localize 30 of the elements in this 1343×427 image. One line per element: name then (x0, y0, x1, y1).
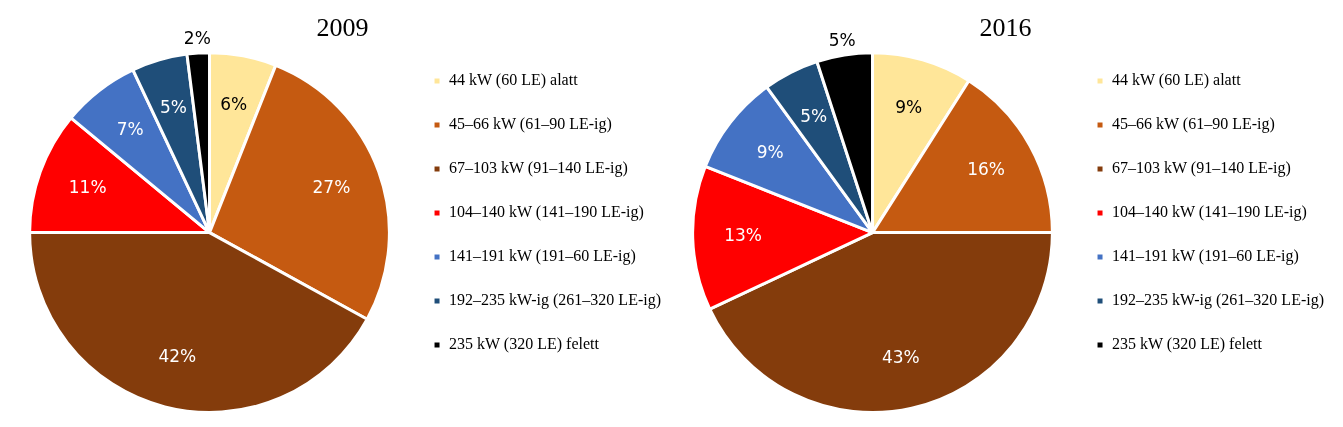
legend-label: 104–140 kW (141–190 LE-ig) (449, 203, 644, 222)
chart-title: 2016 (979, 13, 1032, 43)
legend-label: 235 kW (320 LE) felett (449, 335, 600, 354)
legend-label: 44 kW (60 LE) alatt (449, 71, 579, 90)
data-label: 16% (967, 158, 1005, 179)
legend-label: 141–191 kW (191–60 LE-ig) (1112, 247, 1299, 266)
data-label: 2% (183, 27, 211, 48)
data-label: 42% (158, 346, 197, 367)
data-label: 27% (312, 177, 351, 198)
legend-label: 67–103 kW (91–140 LE-ig) (449, 159, 628, 178)
data-label: 5% (828, 29, 856, 50)
data-label: 9% (756, 141, 784, 162)
legend-label: 141–191 kW (191–60 LE-ig) (449, 247, 636, 266)
data-label: 11% (68, 177, 107, 198)
data-label: 7% (116, 118, 144, 139)
data-label: 43% (881, 347, 920, 368)
legend-label: 235 kW (320 LE) felett (1112, 335, 1263, 354)
chart-title: 2009 (316, 13, 369, 43)
data-label: 5% (800, 105, 828, 126)
legend-label: 192–235 kW-ig (261–320 LE-ig) (449, 291, 661, 310)
data-label: 6% (220, 93, 248, 114)
data-label: 13% (724, 225, 762, 246)
data-label: 5% (159, 96, 187, 117)
legend-label: 104–140 kW (141–190 LE-ig) (1112, 203, 1307, 222)
data-label: 9% (895, 96, 923, 117)
legend-label: 44 kW (60 LE) alatt (1112, 71, 1242, 90)
legend-label: 45–66 kW (61–90 LE-ig) (1112, 115, 1275, 134)
legend-label: 192–235 kW-ig (261–320 LE-ig) (1112, 291, 1324, 310)
legend-label: 45–66 kW (61–90 LE-ig) (449, 115, 612, 134)
legend-label: 67–103 kW (91–140 LE-ig) (1112, 159, 1291, 178)
